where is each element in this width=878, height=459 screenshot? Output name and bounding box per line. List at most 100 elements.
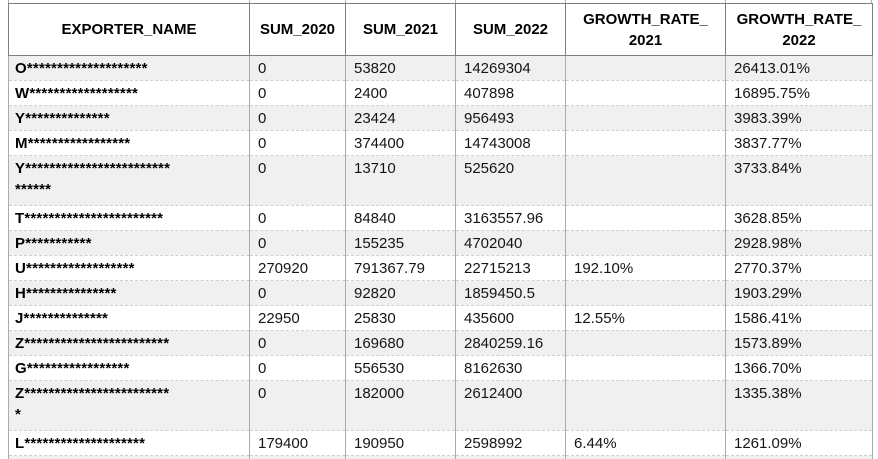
crop-tick [565,0,566,3]
cell-exporter: Y************************ ****** [8,155,250,206]
table-body: O******************** 0 53820 14269304 26413… [8,55,873,459]
cell-growth-2021 [565,205,726,231]
cell-sum-2022: 22715213 [455,255,566,281]
cell-sum-2021: 53820 [345,55,456,81]
cell-sum-2022: 8162630 [455,355,566,381]
cell-sum-2020: 0 [249,80,346,106]
cell-sum-2021: 190950 [345,430,456,456]
cell-empty [725,455,873,459]
cell-sum-2020: 0 [249,280,346,306]
cell-sum-2020: 0 [249,380,346,431]
header-sum-2020: SUM_2020 [249,3,346,56]
cell-sum-2020: 0 [249,155,346,206]
cell-sum-2022: 525620 [455,155,566,206]
cell-growth-2021 [565,330,726,356]
cell-sum-2022: 956493 [455,105,566,131]
cell-sum-2021: 182000 [345,380,456,431]
cell-growth-2022: 26413.01% [725,55,873,81]
cell-growth-2021: 12.55% [565,305,726,331]
cell-sum-2022: 435600 [455,305,566,331]
table-row: Z************************ * 0 182000 261240… [8,380,873,431]
cell-sum-2020: 22950 [249,305,346,331]
cell-exporter: G***************** [8,355,250,381]
cell-growth-2021: 6.44% [565,430,726,456]
cell-growth-2022: 1335.38% [725,380,873,431]
table-row: W****************** 0 2400 407898 16895.75% [8,80,873,106]
table-row: G***************** 0 556530 8162630 1366.70% [8,355,873,381]
cell-growth-2021 [565,355,726,381]
table-row: J************** 22950 25830 435600 12.55% 158… [8,305,873,331]
header-growth-rate-2021: GROWTH_RATE_ 2021 [565,3,726,56]
table-row: T*********************** 0 84840 3163557.96… [8,205,873,231]
cell-sum-2022: 14269304 [455,55,566,81]
cell-sum-2020: 0 [249,355,346,381]
cell-growth-2022: 1903.29% [725,280,873,306]
cell-sum-2020: 0 [249,55,346,81]
cell-growth-2022: 1366.70% [725,355,873,381]
cell-growth-2022: 2770.37% [725,255,873,281]
cell-growth-2022: 1261.09% [725,430,873,456]
exporters-growth-table: EXPORTER_NAME SUM_2020 SUM_2021 SUM_2022… [8,3,873,459]
header-sum-2021: SUM_2021 [345,3,456,56]
cell-sum-2021: 2400 [345,80,456,106]
table-row: M***************** 0 374400 14743008 3837.77… [8,130,873,156]
cell-exporter: L******************** [8,430,250,456]
crop-tick [871,0,872,3]
cell-growth-2022: 16895.75% [725,80,873,106]
table-row: H*************** 0 92820 1859450.5 1903.29% [8,280,873,306]
cell-growth-2021 [565,105,726,131]
header-sum-2022: SUM_2022 [455,3,566,56]
crop-tick [725,0,726,3]
cell-exporter: J************** [8,305,250,331]
cell-empty [455,455,566,459]
cell-sum-2021: 23424 [345,105,456,131]
table-row-partial [8,455,873,459]
cell-sum-2022: 1859450.5 [455,280,566,306]
cell-exporter: P*********** [8,230,250,256]
cell-growth-2022: 3628.85% [725,205,873,231]
cell-sum-2022: 2598992 [455,430,566,456]
cell-sum-2020: 0 [249,105,346,131]
cell-exporter: W****************** [8,80,250,106]
cell-exporter: Z************************ * [8,380,250,431]
cell-growth-2021 [565,230,726,256]
table-row: L******************** 179400 190950 2598992… [8,430,873,456]
crop-tick [345,0,346,3]
table-row: Y************************ ****** 0 13710 52… [8,155,873,206]
cell-exporter: M***************** [8,130,250,156]
cell-sum-2021: 791367.79 [345,255,456,281]
crop-tick [8,0,9,3]
table-row: O******************** 0 53820 14269304 26413… [8,55,873,81]
cell-sum-2021: 25830 [345,305,456,331]
cell-sum-2021: 13710 [345,155,456,206]
cell-growth-2021 [565,280,726,306]
cell-growth-2022: 3983.39% [725,105,873,131]
cell-sum-2022: 14743008 [455,130,566,156]
cell-empty [565,455,726,459]
cell-growth-2022: 3733.84% [725,155,873,206]
cell-sum-2020: 179400 [249,430,346,456]
cell-sum-2021: 84840 [345,205,456,231]
cell-growth-2021 [565,380,726,431]
table-row: U****************** 270920 791367.79 227152… [8,255,873,281]
cell-empty [249,455,346,459]
cell-sum-2021: 155235 [345,230,456,256]
cell-growth-2021 [565,130,726,156]
cell-growth-2021 [565,80,726,106]
cell-exporter: U****************** [8,255,250,281]
table-row: Z************************ 0 169680 2840259.… [8,330,873,356]
cell-growth-2021 [565,155,726,206]
cell-sum-2021: 556530 [345,355,456,381]
cell-sum-2022: 2612400 [455,380,566,431]
table-header: EXPORTER_NAME SUM_2020 SUM_2021 SUM_2022… [8,3,873,56]
cell-exporter: T*********************** [8,205,250,231]
cell-empty [8,455,250,459]
cell-exporter: H*************** [8,280,250,306]
cell-growth-2022: 2928.98% [725,230,873,256]
cell-sum-2021: 169680 [345,330,456,356]
cell-sum-2020: 0 [249,205,346,231]
cell-exporter: O******************** [8,55,250,81]
cell-growth-2021: 192.10% [565,255,726,281]
cell-exporter: Z************************ [8,330,250,356]
cell-sum-2021: 92820 [345,280,456,306]
